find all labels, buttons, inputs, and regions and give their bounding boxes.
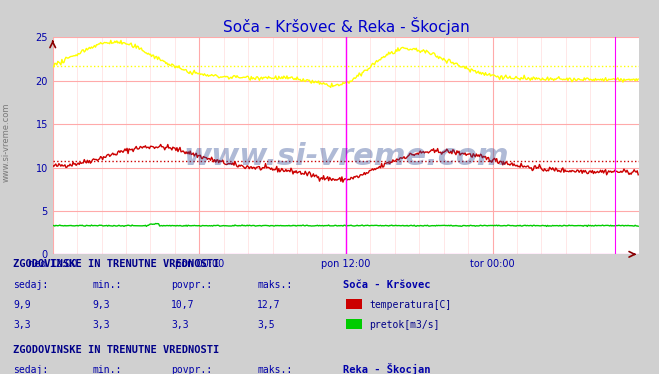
Text: povpr.:: povpr.: [171,280,212,289]
Text: Soča - Kršovec: Soča - Kršovec [343,280,430,289]
Text: Reka - Škocjan: Reka - Škocjan [343,363,430,374]
Text: 10,7: 10,7 [171,300,195,310]
Text: min.:: min.: [92,280,122,289]
Text: 3,3: 3,3 [13,320,31,330]
Text: ZGODOVINSKE IN TRENUTNE VREDNOSTI: ZGODOVINSKE IN TRENUTNE VREDNOSTI [13,260,219,269]
Text: sedaj:: sedaj: [13,280,48,289]
Title: Soča - Kršovec & Reka - Škocjan: Soča - Kršovec & Reka - Škocjan [223,17,469,35]
Text: sedaj:: sedaj: [13,365,48,374]
Text: ZGODOVINSKE IN TRENUTNE VREDNOSTI: ZGODOVINSKE IN TRENUTNE VREDNOSTI [13,345,219,355]
Text: maks.:: maks.: [257,280,292,289]
Text: maks.:: maks.: [257,365,292,374]
Text: 12,7: 12,7 [257,300,281,310]
Text: www.si-vreme.com: www.si-vreme.com [2,102,11,182]
Text: 9,3: 9,3 [92,300,110,310]
Text: 9,9: 9,9 [13,300,31,310]
Text: 3,3: 3,3 [171,320,189,330]
Text: 3,3: 3,3 [92,320,110,330]
Text: www.si-vreme.com: www.si-vreme.com [183,142,509,171]
FancyBboxPatch shape [346,299,362,309]
FancyBboxPatch shape [346,319,362,329]
Text: pretok[m3/s]: pretok[m3/s] [369,320,440,330]
Text: min.:: min.: [92,365,122,374]
Text: temperatura[C]: temperatura[C] [369,300,451,310]
Text: povpr.:: povpr.: [171,365,212,374]
Text: 3,5: 3,5 [257,320,275,330]
